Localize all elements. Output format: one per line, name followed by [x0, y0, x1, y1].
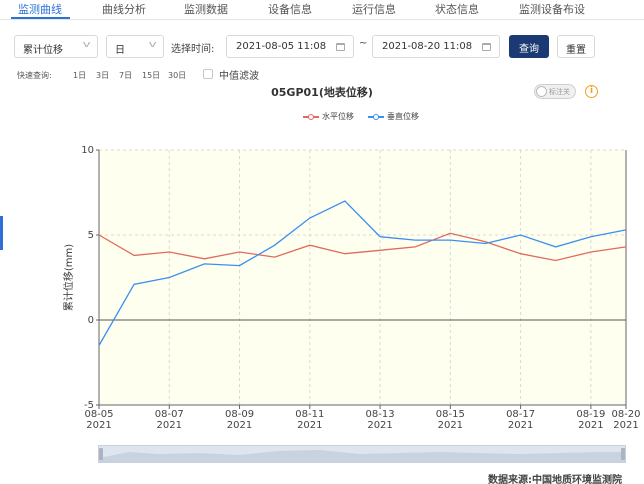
end-date-value: 2021-08-20 11:08: [382, 41, 473, 52]
chevron-down-icon: v: [148, 40, 157, 50]
x-tick-label: 08-20: [611, 409, 640, 420]
quick-option-3d[interactable]: 3日: [96, 71, 110, 80]
end-date-input[interactable]: 2021-08-20 11:08: [372, 35, 500, 58]
time-label: 选择时间:: [171, 44, 215, 55]
query-button[interactable]: 查询: [509, 35, 549, 58]
median-filter-checkbox[interactable]: [203, 69, 213, 79]
median-filter-label: 中值滤波: [219, 71, 259, 82]
x-tick-label: 08-17: [506, 409, 535, 420]
sidebar-active-indicator: [0, 216, 3, 250]
tab-device-layout[interactable]: 监测设备布设: [519, 3, 585, 16]
type-select[interactable]: 累计位移 v: [14, 35, 98, 58]
start-date-value: 2021-08-05 11:08: [236, 41, 327, 52]
x-tick-year: 2021: [578, 420, 603, 431]
plot-background: [99, 150, 626, 405]
quick-query-label: 快速查询:: [17, 71, 52, 80]
y-tick-label: 10: [81, 145, 94, 156]
x-tick-year: 2021: [508, 420, 533, 431]
y-tick-label: 0: [88, 315, 94, 326]
toggle-label: 标注关: [549, 88, 570, 96]
x-tick-label: 08-19: [576, 409, 605, 420]
quick-option-30d[interactable]: 30日: [168, 71, 187, 80]
quick-option-7d[interactable]: 7日: [119, 71, 133, 80]
x-tick-label: 08-05: [84, 409, 113, 420]
tab-status-info[interactable]: 状态信息: [435, 3, 479, 16]
line-chart: 1050-508-05202108-07202108-09202108-1120…: [62, 145, 641, 431]
y-tick-label: -5: [84, 400, 94, 411]
x-tick-label: 08-09: [225, 409, 254, 420]
active-tab-underline: [11, 17, 70, 19]
start-date-input[interactable]: 2021-08-05 11:08: [226, 35, 354, 58]
slider-preview: [99, 450, 625, 462]
legend-dot: [373, 114, 379, 120]
chevron-down-icon: v: [82, 40, 91, 50]
tab-bar: 监测曲线 曲线分析 监测数据 设备信息 运行信息 状态信息 监测设备布设: [0, 0, 644, 20]
x-tick-year: 2021: [613, 420, 638, 431]
reset-button[interactable]: 重置: [557, 35, 595, 58]
slider-handle-right[interactable]: [621, 448, 625, 460]
legend-line-horizontal: [303, 114, 319, 120]
legend-line-vertical: [368, 114, 384, 120]
axes: 1050-508-05202108-07202108-09202108-1120…: [81, 145, 640, 431]
calendar-icon: [482, 43, 491, 51]
x-tick-label: 08-13: [366, 409, 395, 420]
slider-handle-left[interactable]: [99, 448, 103, 460]
calendar-icon: [336, 43, 345, 51]
toggle-knob: [536, 86, 547, 97]
tab-device-info[interactable]: 设备信息: [268, 3, 312, 16]
tab-monitoring-data[interactable]: 监测数据: [184, 3, 228, 16]
tab-monitoring-curve[interactable]: 监测曲线: [18, 3, 62, 16]
annotation-toggle[interactable]: 标注关: [534, 84, 576, 99]
series-line-horizontal: [98, 232, 627, 262]
x-tick-year: 2021: [157, 420, 182, 431]
quick-option-15d[interactable]: 15日: [142, 71, 161, 80]
tab-curve-analysis[interactable]: 曲线分析: [102, 3, 146, 16]
legend-horizontal-label[interactable]: 水平位移: [322, 112, 354, 121]
chart-title: 05GP01(地表位移): [271, 86, 373, 99]
legend-vertical-label[interactable]: 垂直位移: [387, 112, 419, 121]
x-tick-label: 08-07: [155, 409, 184, 420]
x-tick-year: 2021: [86, 420, 111, 431]
y-axis-label: 累计位移(mm): [62, 244, 75, 311]
info-icon[interactable]: i: [585, 85, 598, 98]
x-tick-year: 2021: [367, 420, 392, 431]
x-tick-year: 2021: [438, 420, 463, 431]
slider-preview-area: [99, 450, 625, 462]
x-tick-label: 08-15: [436, 409, 465, 420]
x-tick-label: 08-11: [295, 409, 324, 420]
type-select-value: 累计位移: [23, 45, 63, 56]
series-line-vertical: [98, 200, 627, 346]
y-tick-label: 5: [88, 230, 94, 241]
x-tick-year: 2021: [227, 420, 252, 431]
range-separator: ~: [359, 38, 368, 49]
legend-dot: [308, 114, 314, 120]
tab-operation-info[interactable]: 运行信息: [352, 3, 396, 16]
zoom-slider[interactable]: [98, 445, 626, 463]
series: [98, 200, 627, 346]
interval-select-value: 日: [115, 45, 125, 56]
x-tick-year: 2021: [297, 420, 322, 431]
data-source: 数据来源:中国地质环境监测院: [488, 475, 622, 484]
interval-select[interactable]: 日 v: [106, 35, 164, 58]
quick-option-1d[interactable]: 1日: [73, 71, 87, 80]
